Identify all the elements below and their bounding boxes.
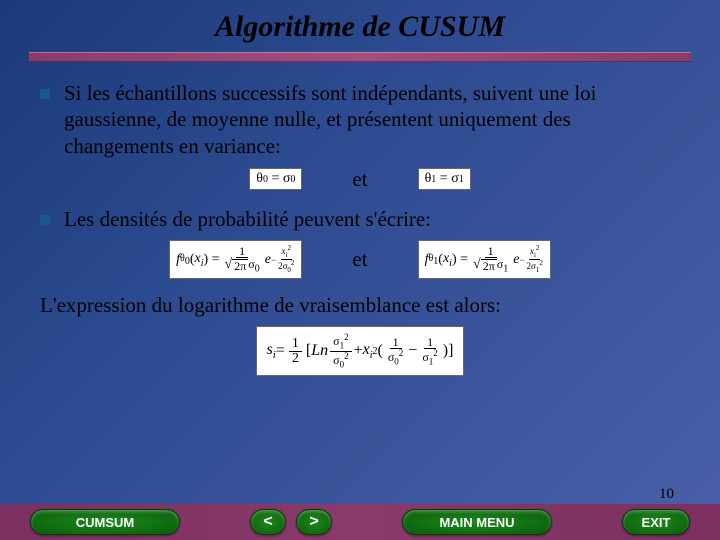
equation-density-1: fθ1(xi) = 1 2πσ1 e−xi22σ12: [418, 240, 551, 279]
equation-si: si = 1 2 [Ln σ12 σ02 + xi2( 1 σ02 − 1: [256, 326, 465, 376]
equation-density-0: fθ0(xi) = 1 2πσ0 e−xi22σ02: [169, 240, 302, 279]
conj-1: et: [352, 167, 367, 192]
bullet-icon: [40, 89, 50, 99]
next-button[interactable]: >: [296, 509, 332, 535]
text-expression: L'expression du logarithme de vraisembla…: [40, 293, 680, 318]
bullet-icon: [40, 215, 50, 225]
page-number: 10: [659, 486, 674, 503]
footer-nav: 10 CUMSUM < > MAIN MENU EXIT: [0, 504, 720, 540]
equation-theta1: θ1 = σ1: [418, 168, 471, 190]
bullet-text-2: Les densités de probabilité peuvent s'éc…: [64, 206, 431, 232]
main-menu-button[interactable]: MAIN MENU: [402, 509, 552, 535]
bullet-item-1: Si les échantillons successifs sont indé…: [40, 80, 680, 159]
equation-theta0: θ0 = σ0: [249, 168, 302, 190]
conj-2: et: [352, 247, 367, 272]
content-area: Si les échantillons successifs sont indé…: [0, 62, 720, 504]
cumsum-button[interactable]: CUMSUM: [30, 509, 180, 535]
slide: Algorithme de CUSUM Si les échantillons …: [0, 0, 720, 540]
nav-group: < >: [250, 509, 332, 535]
bullet-text-1: Si les échantillons successifs sont indé…: [64, 80, 680, 159]
prev-button[interactable]: <: [250, 509, 286, 535]
bullet-item-2: Les densités de probabilité peuvent s'éc…: [40, 206, 680, 232]
slide-title: Algorithme de CUSUM: [0, 0, 720, 52]
exit-button[interactable]: EXIT: [622, 509, 690, 535]
title-divider: [29, 52, 691, 62]
equation-row-1: θ0 = σ0 et θ1 = σ1: [40, 167, 680, 192]
equation-row-2: fθ0(xi) = 1 2πσ0 e−xi22σ02 et fθ1(xi) = …: [40, 240, 680, 279]
equation-row-3: si = 1 2 [Ln σ12 σ02 + xi2( 1 σ02 − 1: [40, 326, 680, 376]
